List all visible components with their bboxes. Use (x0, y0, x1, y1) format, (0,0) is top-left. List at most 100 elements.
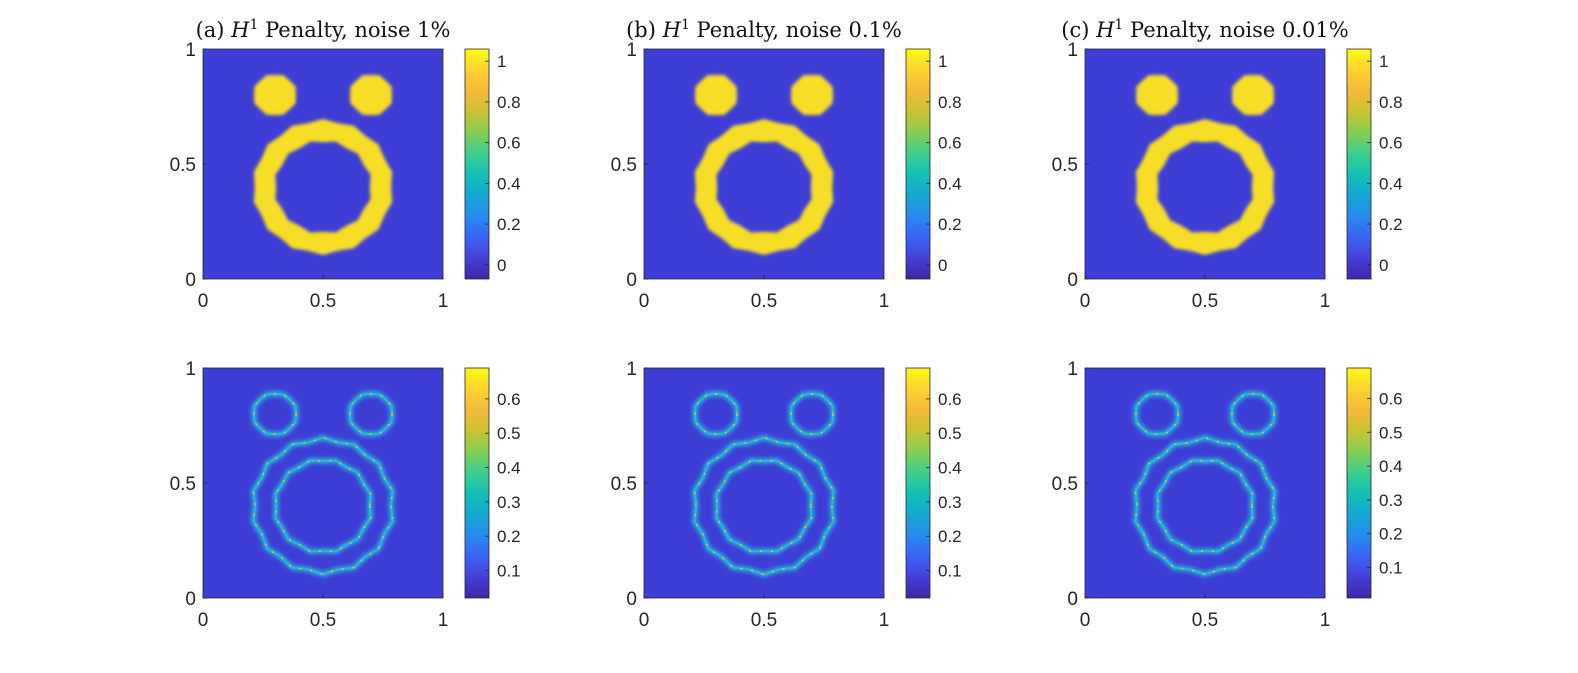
x-tick-label: 0.5 (1192, 291, 1218, 312)
edge-peaks (1134, 392, 1276, 576)
small-disk-1 (695, 74, 737, 116)
colorbar-tick-label: 0.8 (497, 93, 521, 112)
colorbar-tick-label: 0.5 (1379, 423, 1403, 442)
colorbar-tick-label: 0.2 (938, 527, 962, 546)
y-tick-label: 0.5 (611, 474, 637, 495)
colorbar-tick-label: 0.1 (497, 562, 521, 581)
edge-ring-4 (274, 459, 372, 553)
edge-ring-3 (252, 436, 394, 576)
panel-1: (a) H1 Penalty, noise 1% 0 0.5 1 0 0.5 1 0 0.2 0.… (170, 17, 521, 312)
panel-title: (c) H1 Penalty, noise 0.01% (1061, 17, 1348, 42)
edge-peak-ring-1 (694, 392, 738, 436)
colorbar-tick-label: 0.4 (497, 174, 521, 193)
colorbar-tick-label: 0.4 (497, 459, 521, 478)
colorbar-tick-label: 0.3 (938, 493, 962, 512)
colorbar-tick-label: 1 (1379, 52, 1388, 71)
small-disk-1 (254, 74, 296, 116)
y-tick-label: 0.5 (1052, 474, 1078, 495)
y-tick-label: 1 (185, 359, 196, 380)
colorbar-tick-label: 0 (497, 256, 506, 275)
colorbar-tick-label: 0.8 (938, 93, 962, 112)
panel-4: 0 0.5 1 0 0.5 1 0.1 0.2 0.3 0.4 0.5 0.6 (170, 359, 521, 631)
edge-peak-ring-1 (1135, 392, 1179, 436)
edge-ring-3 (1134, 436, 1276, 576)
indicator-shapes (1135, 74, 1275, 255)
edge-peak-ring-2 (1231, 392, 1275, 436)
heatmap-field (253, 74, 393, 255)
colorbar-tick-label: 0 (1379, 256, 1388, 275)
small-disk-2 (1232, 74, 1274, 116)
y-tick-label: 0.5 (611, 155, 637, 176)
title-prefix: (c) (1061, 18, 1096, 42)
colorbar-tick-label: 0.6 (938, 390, 962, 409)
panel-3: (c) H1 Penalty, noise 0.01%0 0.5 100.5100.… (1052, 17, 1403, 312)
heatmap-field (1135, 74, 1275, 255)
panel-title: (a) H1 Penalty, noise 1% (196, 17, 451, 42)
colorbar-tick-label: 0.2 (1379, 525, 1403, 544)
indicator-shapes (253, 74, 393, 255)
x-tick-label: 1 (438, 291, 449, 312)
colorbar-tick-label: 0.6 (1379, 389, 1403, 408)
x-tick-label: 0.5 (310, 610, 336, 631)
title-math: H (662, 18, 682, 42)
title-math: H (230, 18, 250, 42)
colorbar-tick-label: 0.4 (938, 174, 962, 193)
edge-ring-4 (1156, 459, 1254, 553)
colorbar-tick-label: 0.5 (497, 424, 521, 443)
colorbar-tick-label: 0.2 (497, 527, 521, 546)
x-tick-label: 1 (438, 610, 449, 631)
colorbar-tick-label: 0.6 (1379, 134, 1403, 153)
x-tick-label: 0 (198, 291, 209, 312)
edge-ring-4 (715, 459, 813, 553)
small-disk-1 (1136, 74, 1178, 116)
edge-peak-ring-2 (349, 392, 393, 436)
title-suffix: Penalty, noise 0.1% (690, 18, 902, 42)
x-tick-label: 0.5 (310, 291, 336, 312)
colorbar (1346, 367, 1372, 599)
colorbar-tick-label: 0.2 (497, 215, 521, 234)
y-tick-label: 1 (185, 40, 196, 61)
colorbar-tick-label: 0 (938, 256, 947, 275)
annulus (694, 119, 834, 255)
title-prefix: (b) (626, 18, 663, 42)
colorbar-tick-label: 0.2 (938, 215, 962, 234)
colorbar-tick-label: 0.3 (497, 493, 521, 512)
y-tick-label: 0.5 (170, 474, 196, 495)
y-tick-label: 0 (626, 589, 637, 610)
x-tick-label: 0 (639, 610, 650, 631)
y-tick-label: 0.5 (170, 155, 196, 176)
colorbar-tick-label: 0.6 (497, 390, 521, 409)
small-disk-2 (350, 74, 392, 116)
indicator-shapes (694, 74, 834, 255)
y-tick-label: 0 (185, 589, 196, 610)
title-math: H (1095, 18, 1115, 42)
small-disk-2 (791, 74, 833, 116)
title-superscript: 1 (1114, 17, 1123, 33)
y-tick-label: 0 (185, 270, 196, 291)
colorbar-tick-label: 0.4 (1379, 457, 1403, 476)
y-tick-label: 0.5 (1052, 155, 1078, 176)
heatmap-field (250, 391, 396, 578)
heatmap-background (644, 368, 884, 598)
heatmap-field (1132, 391, 1278, 578)
x-tick-label: 0 (1080, 610, 1091, 631)
x-tick-label: 0 (1080, 291, 1091, 312)
x-tick-label: 1 (879, 291, 890, 312)
title-superscript: 1 (681, 17, 690, 33)
panel-6: 0 0.5 1 0 0.5 1 0.1 0.2 0.3 0.4 0.5 0.6 (1052, 359, 1403, 631)
x-tick-label: 0 (198, 610, 209, 631)
edge-peaks (693, 392, 835, 576)
title-suffix: Penalty, noise 0.01% (1123, 18, 1348, 42)
colorbar (905, 367, 931, 599)
colorbar (1346, 48, 1372, 280)
colorbar-tick-label: 0.6 (938, 134, 962, 153)
title-superscript: 1 (250, 17, 259, 33)
edge-peak-ring-2 (790, 392, 834, 436)
colorbar (464, 367, 490, 599)
edge-ring-3 (693, 436, 835, 576)
colorbar (464, 48, 490, 280)
colorbar-tick-label: 1 (497, 52, 506, 71)
x-tick-label: 1 (1320, 291, 1331, 312)
colorbar-tick-label: 1 (938, 52, 947, 71)
